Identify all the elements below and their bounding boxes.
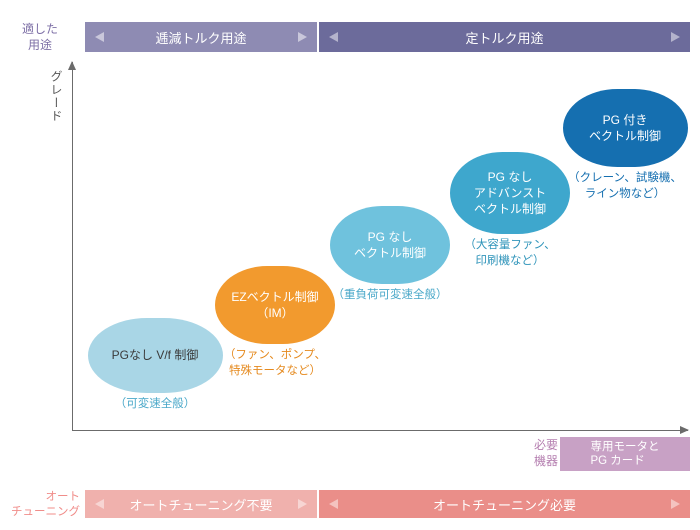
control-mode-vec_pg: PG 付き ベクトル制御 (563, 89, 688, 167)
autotune-label: オート チューニング (8, 490, 80, 520)
category-band: 逓減トルク用途 (85, 22, 317, 52)
control-mode-ez: EZベクトル制御 （IM） (215, 266, 335, 344)
x-axis (72, 430, 688, 431)
category-band: オートチューニング必要 (319, 490, 690, 518)
band-text: オートチューニング不要 (130, 495, 273, 514)
control-mode-vf-caption: （可変速全般） (75, 397, 235, 413)
control-mode-vec_nopg-caption: （重負荷可変速全般） (310, 288, 470, 304)
required-equipment-label: 必要 機器 (534, 438, 558, 469)
control-mode-adv_nopg-caption: （大容量ファン、 印刷機など） (430, 238, 590, 269)
suited-use-label: 適した 用途 (22, 22, 58, 53)
required-equipment-band: 専用モータと PG カード (560, 437, 690, 471)
band-text: 定トルク用途 (466, 28, 544, 47)
y-axis (72, 62, 73, 430)
required-equipment-band-text: 専用モータと PG カード (591, 440, 660, 469)
y-axis-title: グレード (48, 70, 65, 123)
control-mode-ez-caption: （ファン、ポンプ、 特殊モータなど） (195, 348, 355, 379)
diagram-canvas: 適した 用途 逓減トルク用途定トルク用途 グレード PGなし V/f 制御（可変… (0, 0, 700, 530)
control-mode-vec_pg-caption: （クレーン、試験機、 ライン物など） (545, 171, 700, 202)
category-band: 定トルク用途 (319, 22, 690, 52)
category-band: オートチューニング不要 (85, 490, 317, 518)
band-text: オートチューニング必要 (433, 495, 576, 514)
band-text: 逓減トルク用途 (156, 28, 247, 47)
